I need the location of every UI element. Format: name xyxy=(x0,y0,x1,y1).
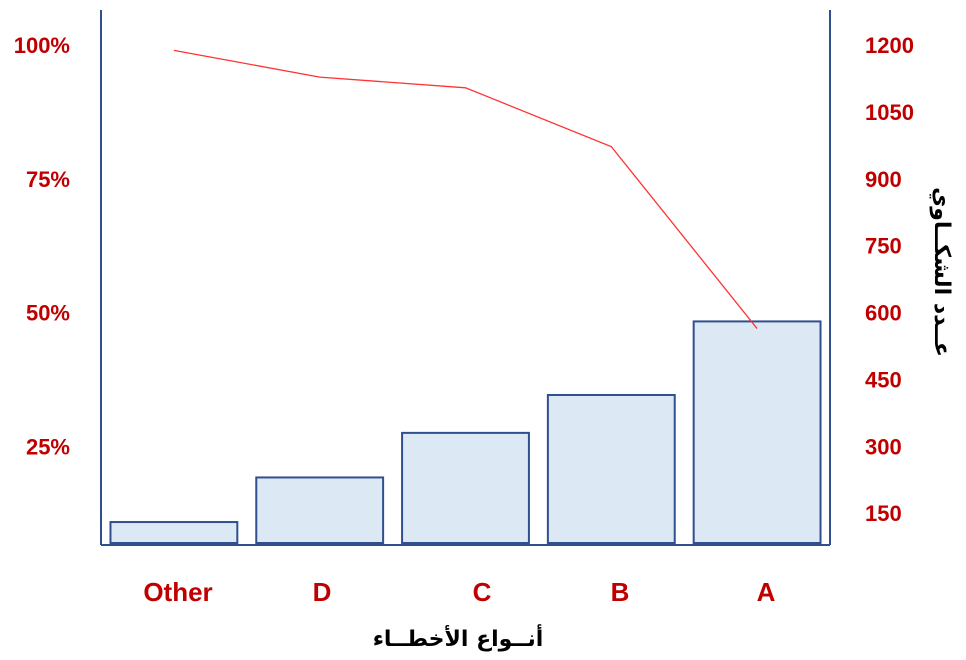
left-percent-tick-75: 75% xyxy=(26,167,70,192)
right-tick-150: 150 xyxy=(865,501,902,526)
right-tick-750: 750 xyxy=(865,234,902,259)
right-tick-300: 300 xyxy=(865,434,902,459)
axes-group xyxy=(100,10,831,546)
left-percent-tick-25: 25% xyxy=(26,434,70,459)
category-label-c: C xyxy=(473,577,492,607)
bar-a xyxy=(692,320,822,544)
category-label-a: A xyxy=(757,577,776,607)
bar-d xyxy=(255,476,385,545)
right-y-axis-title: عــدد الشكــاوي xyxy=(929,187,954,357)
cumulative-line-group xyxy=(173,49,758,329)
right-tick-1200: 1200 xyxy=(865,33,914,58)
left-percent-tick-100: 100% xyxy=(14,33,70,58)
right-tick-600: 600 xyxy=(865,301,902,326)
left-percent-tick-labels: 25% 50% 75% 100% xyxy=(14,33,70,459)
right-tick-labels: 150 300 450 600 750 900 1050 1200 xyxy=(865,33,914,526)
category-labels: Other D C B A xyxy=(143,577,775,607)
right-tick-900: 900 xyxy=(865,167,902,192)
left-percent-tick-50: 50% xyxy=(26,301,70,326)
bar-b xyxy=(546,393,676,544)
bars-group xyxy=(109,320,822,545)
bar-other xyxy=(109,521,239,545)
category-label-other: Other xyxy=(143,577,212,607)
category-label-d: D xyxy=(313,577,332,607)
right-tick-1050: 1050 xyxy=(865,100,914,125)
bar-c xyxy=(401,431,530,544)
x-axis-title: أنــواع الأخطــاء xyxy=(373,623,544,652)
cumulative-percent-line xyxy=(173,49,758,329)
right-tick-450: 450 xyxy=(865,367,902,392)
category-label-b: B xyxy=(611,577,630,607)
